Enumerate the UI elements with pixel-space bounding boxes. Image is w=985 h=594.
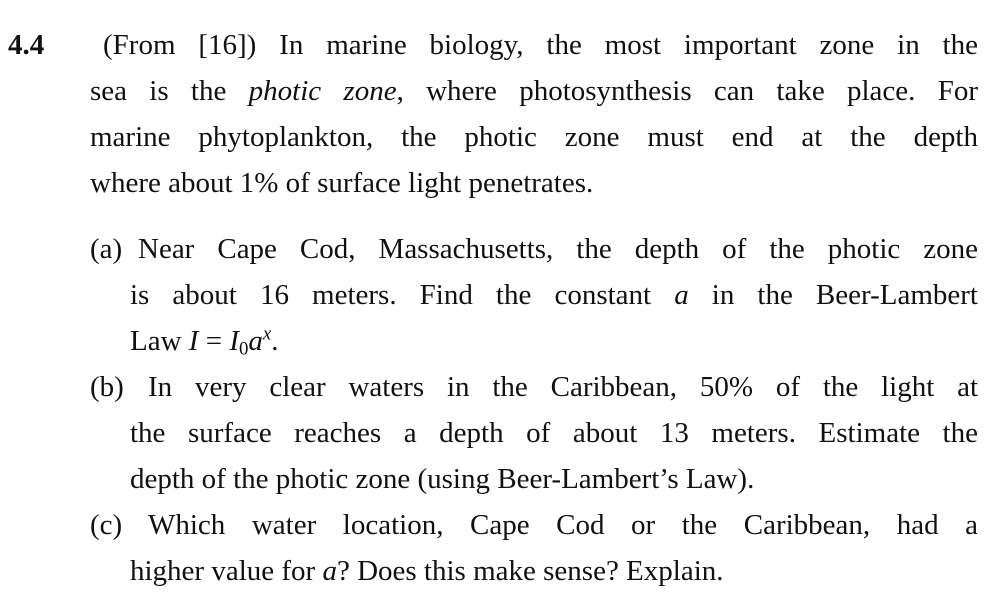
part-a-line-1: Near Cape Cod, Massachusetts, the depth … [138,233,978,265]
part-b-line-1: In very clear waters in the Caribbean, 5… [148,371,978,403]
part-b-line-2: the surface reaches a depth of about 13 … [130,417,978,449]
intro-line-3: marine phytoplankton, the photic zone mu… [90,121,978,153]
part-a-line-2: is about 16 meters. Find the constant a … [130,279,978,311]
intro-line-1: (From [16]) In marine biology, the most … [103,29,978,61]
part-b-line-3: depth of the photic zone (using Beer-Lam… [130,463,755,495]
emphasis-photic-zone: photic zone [248,75,397,107]
part-c-line-1: Which water location, Cape Cod or the Ca… [148,509,978,541]
problem-number: 4.4 [8,29,45,61]
intro-line-4: where about 1% of surface light penetrat… [90,167,594,199]
part-a-formula: Law I = I0ax. [130,323,279,360]
intro-line-2: sea is the photic zone, where photosynth… [90,75,978,107]
part-c-line-2: higher value for a? Does this make sense… [130,555,724,587]
part-a-label: (a) [90,233,123,265]
part-b-label: (b) [90,371,124,403]
part-c-label: (c) [90,509,123,541]
